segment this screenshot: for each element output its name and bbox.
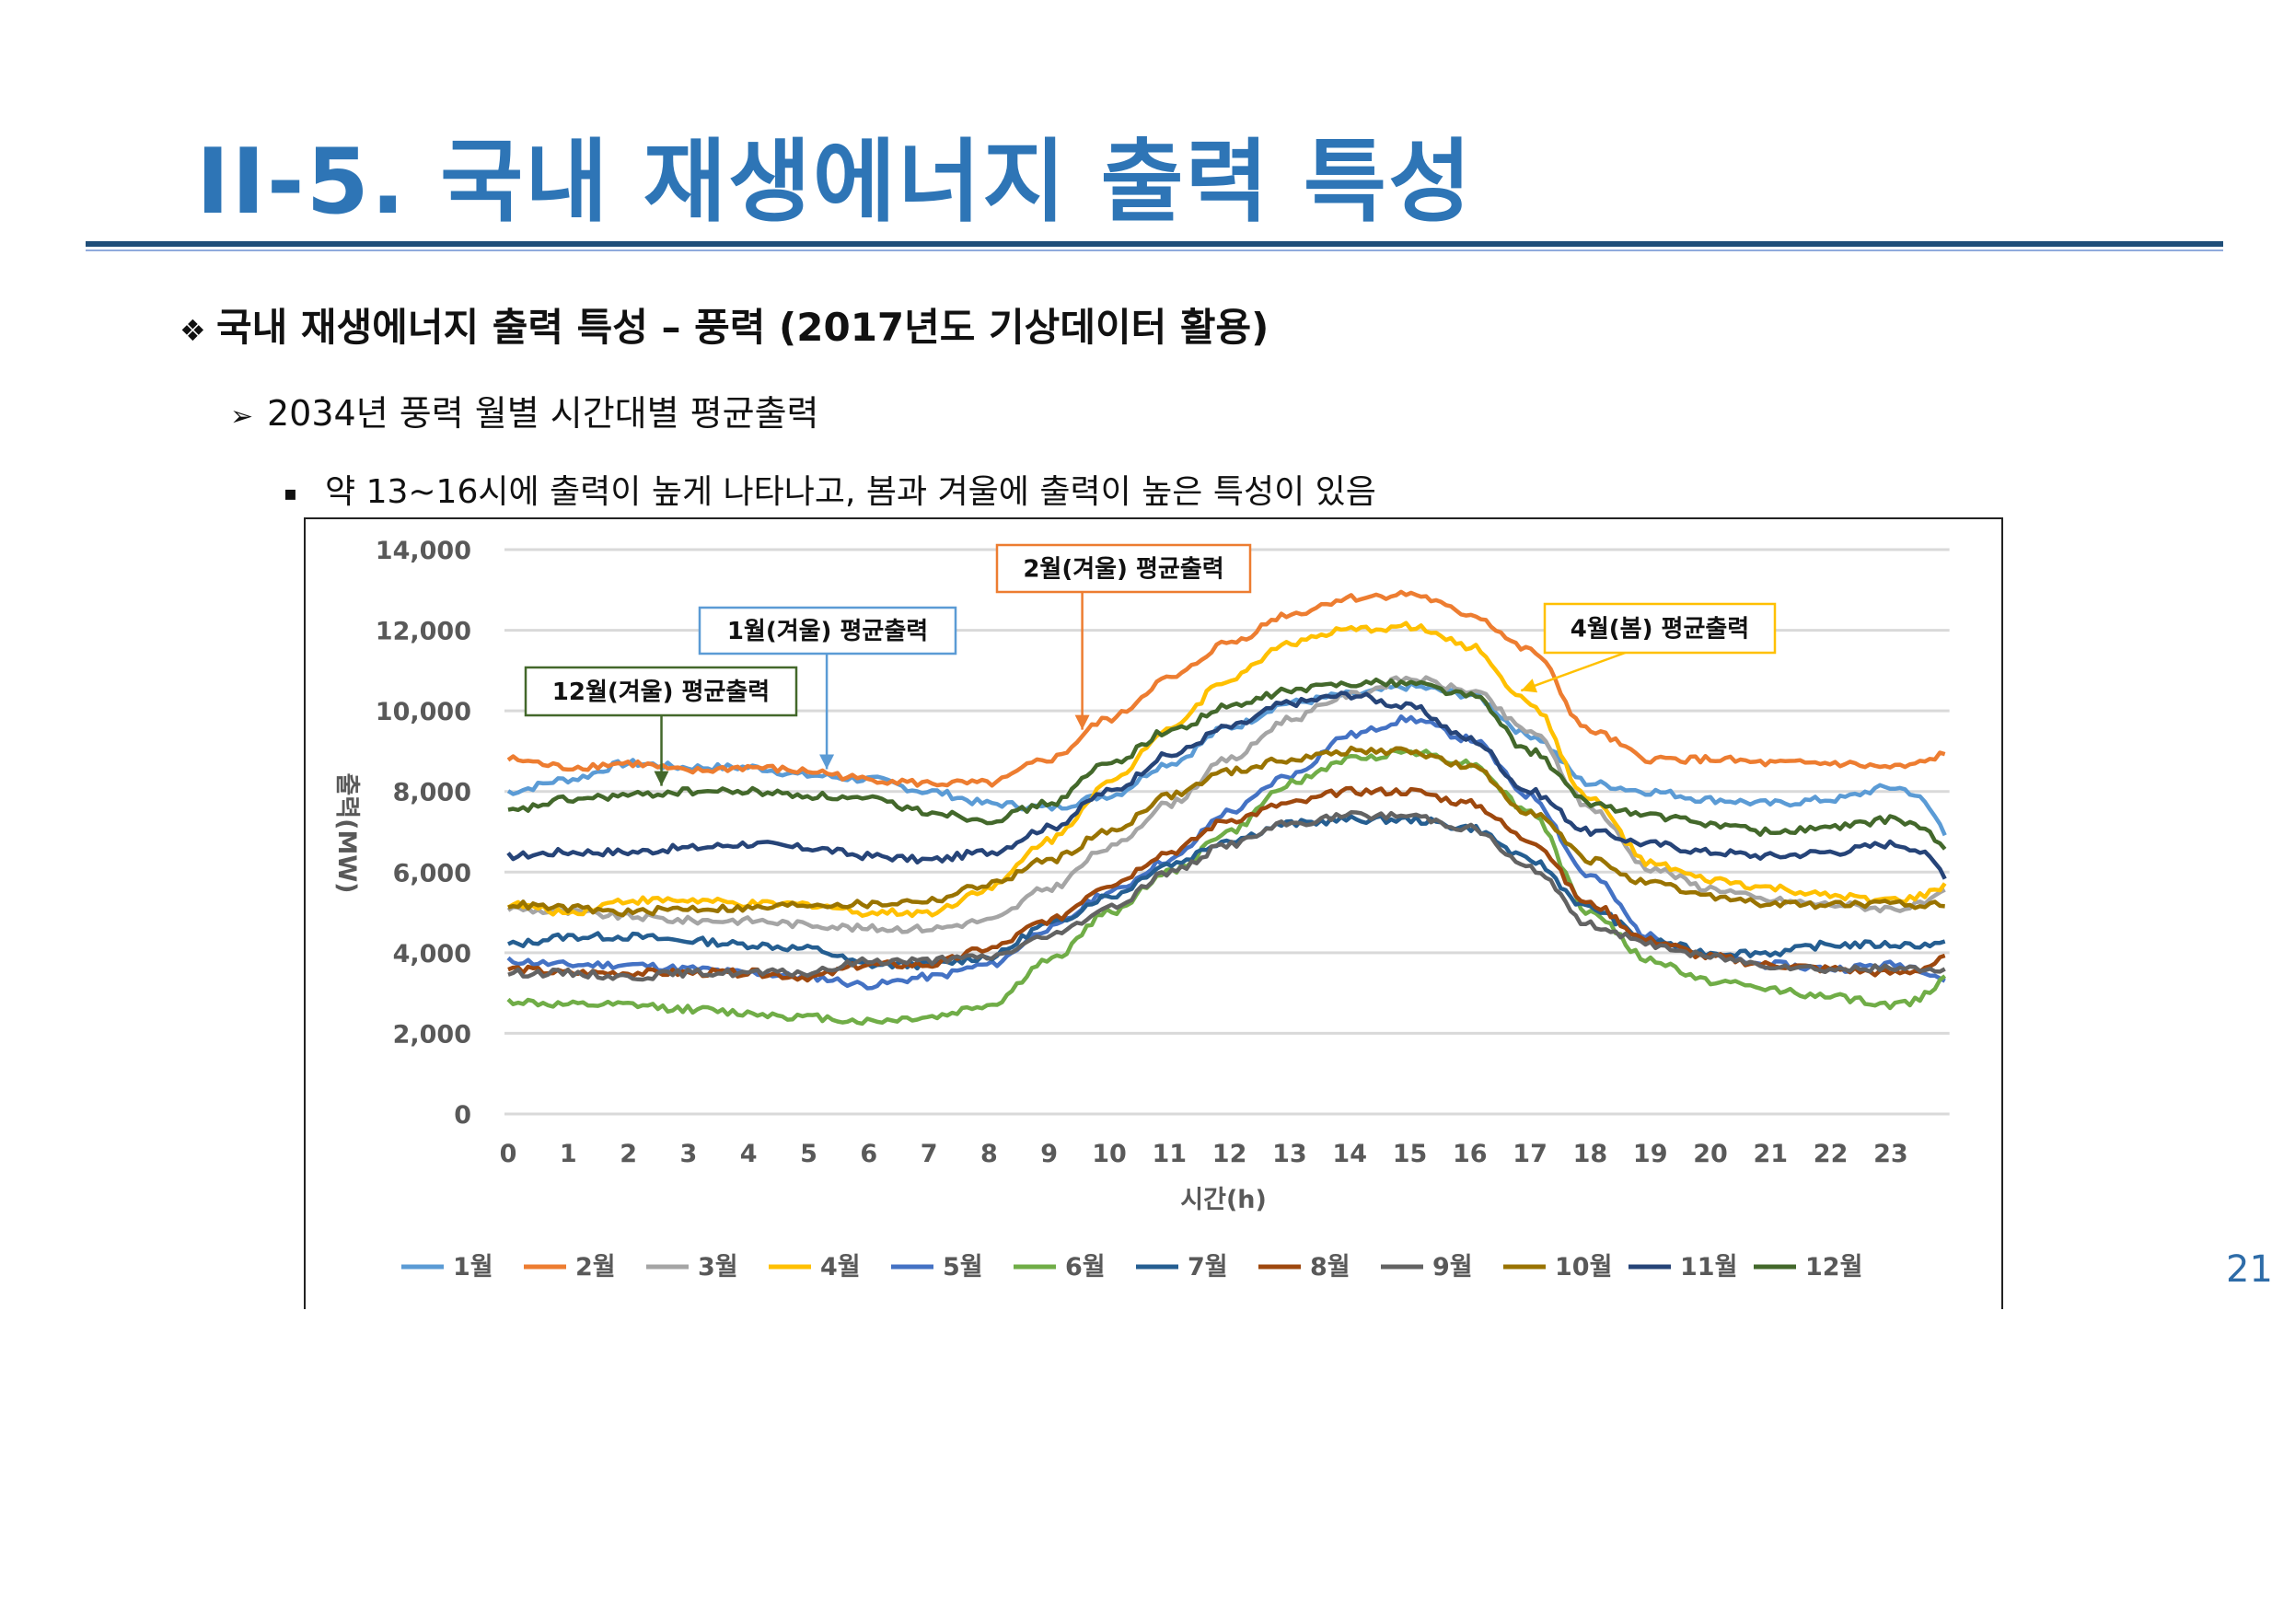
x-tick-label: 4 <box>740 1140 758 1168</box>
series-line-2 <box>506 589 1946 788</box>
x-tick-label: 18 <box>1573 1140 1608 1168</box>
x-tick-label: 2 <box>620 1140 637 1168</box>
y-tick-label: 4,000 <box>393 940 471 969</box>
series-line-12 <box>507 677 1947 851</box>
annotation-arrowhead-icon <box>654 771 669 786</box>
y-tick-label: 8,000 <box>393 779 471 807</box>
legend-label: 2월 <box>575 1253 616 1282</box>
square-bullet-icon: ▪ <box>284 481 297 505</box>
legend-label: 3월 <box>698 1253 738 1282</box>
x-tick-label: 5 <box>800 1140 817 1168</box>
x-tick-label: 22 <box>1814 1140 1849 1168</box>
y-tick-label: 2,000 <box>393 1020 471 1049</box>
chart-frame <box>304 517 2003 1309</box>
x-tick-label: 17 <box>1513 1140 1547 1168</box>
x-tick-label: 8 <box>980 1140 998 1168</box>
annotation-arrowhead-icon <box>819 754 835 770</box>
x-tick-label: 0 <box>500 1140 517 1168</box>
legend-label: 12월 <box>1805 1253 1862 1282</box>
title-divider-thin <box>86 249 2223 251</box>
x-tick-label: 21 <box>1754 1140 1789 1168</box>
series-line-11 <box>506 690 1947 880</box>
x-tick-label: 13 <box>1272 1140 1307 1168</box>
y-tick-label: 14,000 <box>376 537 471 565</box>
legend-label: 11월 <box>1680 1253 1737 1282</box>
y-tick-label: 12,000 <box>376 618 471 646</box>
y-tick-label: 10,000 <box>376 698 471 726</box>
x-tick-label: 9 <box>1040 1140 1058 1168</box>
note: ▪ 약 13~16시에 출력이 높게 나타나고, 봄과 겨울에 출력이 높은 특성… <box>284 465 1376 513</box>
series-line-10 <box>507 745 1945 918</box>
legend-label: 5월 <box>943 1253 983 1282</box>
annotation-arrowhead-icon <box>1074 714 1090 730</box>
x-tick-label: 3 <box>680 1140 698 1168</box>
annotation-arrowhead-icon <box>1521 679 1538 693</box>
x-tick-label: 12 <box>1212 1140 1247 1168</box>
annotation-box <box>698 606 957 655</box>
diamond-bullet-icon: ❖ <box>180 313 206 348</box>
y-tick-label: 6,000 <box>393 859 471 887</box>
legend-label: 6월 <box>1065 1253 1106 1282</box>
legend-label: 1월 <box>453 1253 493 1282</box>
annotation-label: 4월(봄) 평균출력 <box>1571 616 1749 644</box>
x-tick-label: 11 <box>1153 1140 1188 1168</box>
x-tick-label: 23 <box>1873 1140 1908 1168</box>
legend-label: 10월 <box>1555 1253 1612 1282</box>
x-tick-label: 16 <box>1453 1140 1488 1168</box>
subheading-text: 2034년 풍력 월별 시간대별 평균출력 <box>267 393 819 434</box>
x-tick-label: 10 <box>1092 1140 1127 1168</box>
x-tick-label: 20 <box>1693 1140 1728 1168</box>
series-line-6 <box>506 748 1947 1027</box>
title-divider <box>86 241 2223 247</box>
annotation-box <box>1543 602 1777 655</box>
page-number: 21 <box>2226 1248 2273 1291</box>
x-tick-label: 19 <box>1633 1140 1668 1168</box>
y-axis-label: 출력(MW) <box>332 772 361 893</box>
x-tick-label: 7 <box>921 1140 938 1168</box>
note-text: 약 13~16시에 출력이 높게 나타나고, 봄과 겨울에 출력이 높은 특성이… <box>325 473 1376 511</box>
x-tick-label: 15 <box>1393 1140 1428 1168</box>
series-line-9 <box>507 809 1946 982</box>
x-axis-label: 시간(h) <box>1180 1186 1267 1214</box>
annotation-arrow-line <box>1520 651 1626 692</box>
series-line-3 <box>506 675 1946 934</box>
legend-label: 9월 <box>1432 1253 1473 1282</box>
annotation-label: 2월(겨울) 평균출력 <box>1023 556 1223 584</box>
slide-title: II-5. 국내 재생에너지 출력 특성 <box>196 130 1474 235</box>
section-heading: ❖ 국내 재생에너지 출력 특성 – 풍력 (2017년도 기상데이터 활용) <box>180 296 1269 353</box>
legend-label: 7월 <box>1188 1253 1228 1282</box>
section-heading-text: 국내 재생에너지 출력 특성 – 풍력 (2017년도 기상데이터 활용) <box>216 305 1269 350</box>
annotation-box <box>995 543 1252 594</box>
annotation-label: 1월(겨울) 평균출력 <box>727 618 928 645</box>
arrow-bullet-icon: ➢ <box>230 400 254 433</box>
y-tick-label: 0 <box>454 1101 471 1130</box>
x-tick-label: 6 <box>860 1140 877 1168</box>
x-tick-label: 14 <box>1332 1140 1367 1168</box>
annotation-label: 12월(겨울) 평균출력 <box>552 679 770 706</box>
legend-label: 4월 <box>820 1253 861 1282</box>
legend-label: 8월 <box>1310 1253 1350 1282</box>
x-tick-label: 1 <box>560 1140 577 1168</box>
subheading: ➢ 2034년 풍력 월별 시간대별 평균출력 <box>230 385 819 435</box>
